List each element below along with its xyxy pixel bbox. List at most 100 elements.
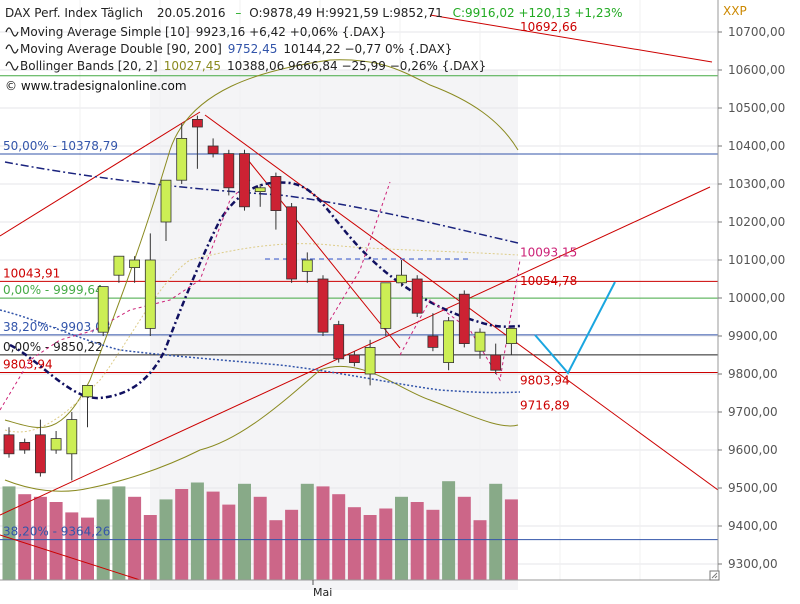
- volume-bar: [112, 486, 126, 580]
- trend-line-bottom: [0, 534, 141, 580]
- candle-body: [223, 153, 235, 189]
- candle-body: [427, 335, 439, 348]
- level-label: 0,00% - 9850,22: [3, 340, 103, 354]
- change-values: C:9916,02 +120,13 +1,23%: [453, 6, 623, 20]
- candle: [50, 431, 62, 454]
- volume-bar: [426, 509, 440, 580]
- candle-body: [160, 179, 172, 223]
- indicator-icon: [5, 61, 19, 71]
- candle-body: [129, 259, 141, 268]
- candle-body: [301, 259, 313, 272]
- candle: [474, 328, 486, 359]
- indicator-icon: [5, 27, 19, 37]
- y-tick-label: 10500,00: [728, 101, 785, 115]
- candle: [286, 203, 298, 283]
- projection-line: [534, 281, 616, 375]
- candle: [207, 138, 219, 158]
- volume-bar: [316, 486, 330, 580]
- candle-body: [364, 346, 376, 375]
- candle: [317, 275, 329, 336]
- volume-bar: [65, 512, 79, 580]
- candle-body: [82, 384, 93, 398]
- candle: [301, 252, 313, 283]
- volume-bar: [473, 520, 487, 580]
- volume-bar: [33, 496, 47, 580]
- watermark: © www.tradesignalonline.com: [5, 79, 187, 93]
- y-tick-label: 10100,00: [728, 253, 785, 267]
- candle: [490, 343, 502, 374]
- candle-body: [317, 278, 329, 333]
- level-label: 10692,66: [520, 20, 577, 34]
- candle-body: [396, 274, 407, 284]
- candle-body: [443, 320, 455, 363]
- candle-body: [144, 259, 156, 329]
- trend-line-up-left: [0, 111, 201, 237]
- y-tick-label: 10700,00: [728, 25, 785, 39]
- y-tick-label: 9600,00: [728, 443, 778, 457]
- candle-body: [286, 206, 298, 280]
- bollinger-lower: [4, 365, 519, 492]
- price-label: 10054,78: [520, 274, 577, 288]
- candle-body: [35, 434, 46, 474]
- level-label: 50,00% - 10378,79: [3, 139, 118, 153]
- candle: [333, 320, 345, 363]
- price-label: 9716,89: [520, 399, 570, 413]
- chart-title: DAX Perf. Index Täglich 20.05.2016 – O:9…: [5, 6, 623, 20]
- y-tick-label: 10600,00: [728, 63, 785, 77]
- ohlc-values: O:9878,49 H:9921,59 L:9852,71: [249, 6, 443, 20]
- y-tick-label: 9800,00: [728, 367, 778, 381]
- y-tick-label: 9500,00: [728, 481, 778, 495]
- horizontal-levels: 10692,66 50,00% - 10378,79 10043,91 0,00% -…: [0, 20, 718, 541]
- level-label: 9803,94: [3, 358, 53, 372]
- volume-bar: [18, 494, 32, 580]
- trend-line-up-long: [0, 186, 711, 516]
- volume-bar: [442, 481, 456, 580]
- candle-body: [19, 441, 31, 451]
- volume-bar: [410, 502, 424, 580]
- level-label: 38,20% - 9903,08: [3, 320, 110, 334]
- volume-bar: [49, 502, 63, 580]
- volume-bar: [222, 504, 236, 580]
- chart-date: 20.05.2016: [157, 6, 226, 20]
- indicator-label: Bollinger Bands [20, 2] 10027,45 10388,06 …: [20, 59, 486, 73]
- candle: [66, 412, 78, 481]
- candles: [3, 115, 517, 481]
- x-label-mai: Mai: [313, 586, 332, 599]
- chart-header: DAX Perf. Index Täglich 20.05.2016 – O:9…: [5, 6, 623, 93]
- candle-body: [458, 293, 470, 345]
- candle: [270, 172, 282, 230]
- candle-body: [176, 137, 188, 181]
- candle: [254, 184, 266, 207]
- volume-bar: [253, 496, 267, 580]
- candle: [3, 427, 15, 458]
- fan-line-mid: [329, 181, 391, 321]
- indicator-icon: [5, 44, 19, 54]
- candle: [239, 149, 250, 211]
- indicator-legend: Moving Average Simple [10] 9923,16 +6,42 …: [5, 25, 486, 73]
- candle: [411, 275, 423, 317]
- volume-bar: [363, 515, 377, 580]
- candle-body: [254, 187, 266, 193]
- resize-grip-icon[interactable]: [709, 570, 720, 581]
- candle: [443, 317, 455, 371]
- candle-body: [97, 286, 109, 333]
- y-axis-ticks: 9300,00 9400,00 9500,00 9600,00 9700,00 9800,…: [718, 25, 785, 571]
- candle: [458, 290, 470, 348]
- candle: [176, 123, 188, 184]
- candle-body: [207, 145, 219, 154]
- volume-bar: [143, 515, 157, 580]
- candle: [129, 256, 141, 283]
- candle: [82, 384, 93, 428]
- candle: [113, 255, 125, 283]
- y-tick-label: 10300,00: [728, 177, 785, 191]
- candle-body: [380, 282, 392, 329]
- candle-body: [50, 438, 62, 451]
- candle: [160, 179, 172, 241]
- price-label: 10093,15: [520, 246, 577, 260]
- candle: [396, 260, 407, 287]
- candle: [505, 327, 517, 355]
- level-label: 0,00% - 9999,64: [3, 283, 103, 297]
- candle-body: [270, 175, 282, 211]
- candle: [97, 286, 109, 336]
